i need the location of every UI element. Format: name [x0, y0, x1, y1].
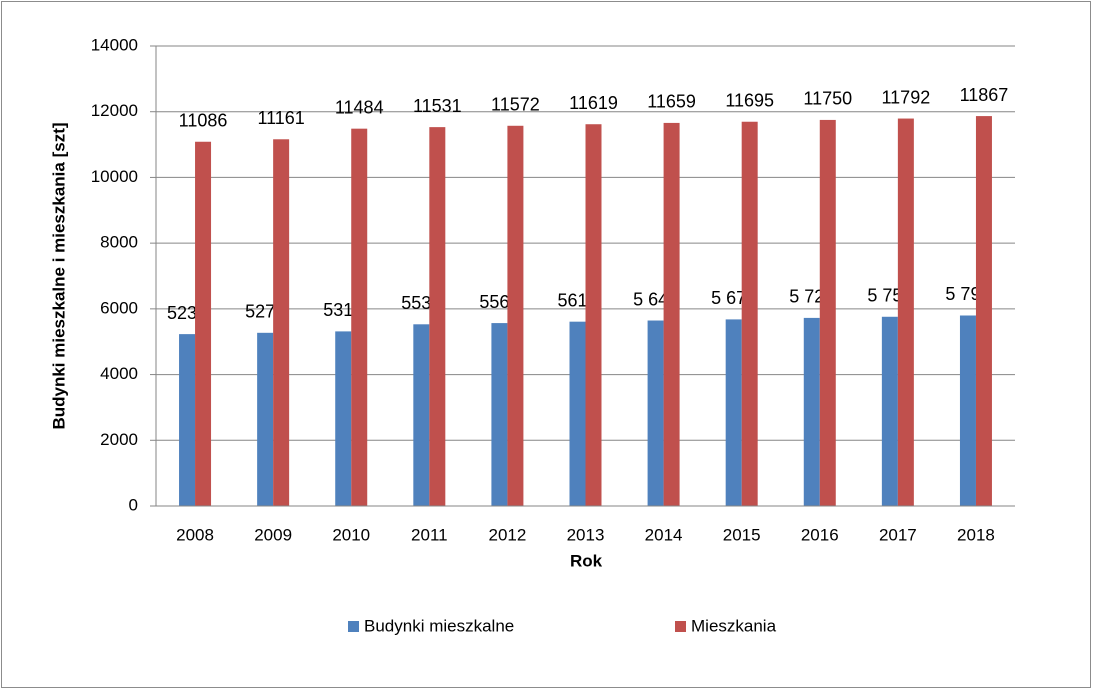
bar — [725, 319, 742, 506]
x-axis-title: Rok — [570, 551, 603, 570]
y-tick-label: 12000 — [91, 101, 138, 120]
x-tick-label: 2017 — [879, 525, 917, 544]
bar — [351, 128, 368, 506]
bar — [429, 127, 446, 507]
x-tick-label: 2018 — [957, 525, 995, 544]
value-label: 11619 — [569, 93, 618, 113]
bar — [413, 324, 430, 506]
legend-label: Mieszkania — [691, 616, 777, 635]
x-tick-label: 2011 — [411, 525, 448, 544]
y-tick-label: 4000 — [100, 364, 138, 383]
bar — [975, 116, 992, 506]
value-label: 11531 — [413, 96, 462, 116]
y-axis-title: Budynki mieszkalne i mieszkania [szt] — [49, 122, 68, 429]
y-tick-label: 14000 — [91, 35, 138, 54]
bar — [491, 323, 508, 506]
value-label: 11659 — [647, 92, 696, 112]
bar — [897, 118, 914, 506]
value-label: 11572 — [491, 95, 540, 115]
bar — [881, 316, 898, 506]
bar — [273, 139, 290, 506]
bar — [569, 321, 586, 506]
x-tick-label: 2016 — [801, 525, 839, 544]
value-label: 11867 — [960, 85, 1009, 105]
y-tick-label: 2000 — [100, 430, 138, 449]
bar — [179, 334, 196, 506]
x-tick-label: 2013 — [567, 525, 605, 544]
bar — [741, 121, 758, 506]
value-label: 11695 — [725, 90, 774, 110]
value-label: 11792 — [882, 87, 931, 107]
value-label: 11484 — [335, 97, 384, 117]
bar — [803, 317, 820, 506]
bar — [647, 320, 664, 506]
bar — [257, 332, 274, 506]
x-tick-label: 2015 — [723, 525, 761, 544]
bar — [959, 315, 976, 506]
bar — [819, 119, 836, 506]
y-tick-label: 0 — [129, 495, 138, 514]
y-tick-label: 6000 — [100, 298, 138, 317]
bar — [195, 141, 212, 506]
legend-swatch — [675, 621, 686, 632]
bar — [663, 122, 680, 506]
bar — [585, 124, 602, 507]
x-tick-label: 2010 — [332, 525, 370, 544]
bar — [507, 125, 524, 506]
x-tick-label: 2014 — [645, 525, 683, 544]
x-tick-label: 2008 — [176, 525, 214, 544]
legend-swatch — [348, 621, 359, 632]
value-label: 11086 — [179, 110, 228, 130]
y-tick-label: 10000 — [91, 167, 138, 186]
value-label: 11750 — [803, 89, 852, 109]
x-tick-label: 2009 — [254, 525, 292, 544]
bar — [335, 331, 352, 506]
x-tick-label: 2012 — [488, 525, 526, 544]
legend-label: Budynki mieszkalne — [364, 616, 514, 635]
value-label: 11161 — [257, 108, 304, 128]
y-tick-label: 8000 — [100, 233, 138, 252]
